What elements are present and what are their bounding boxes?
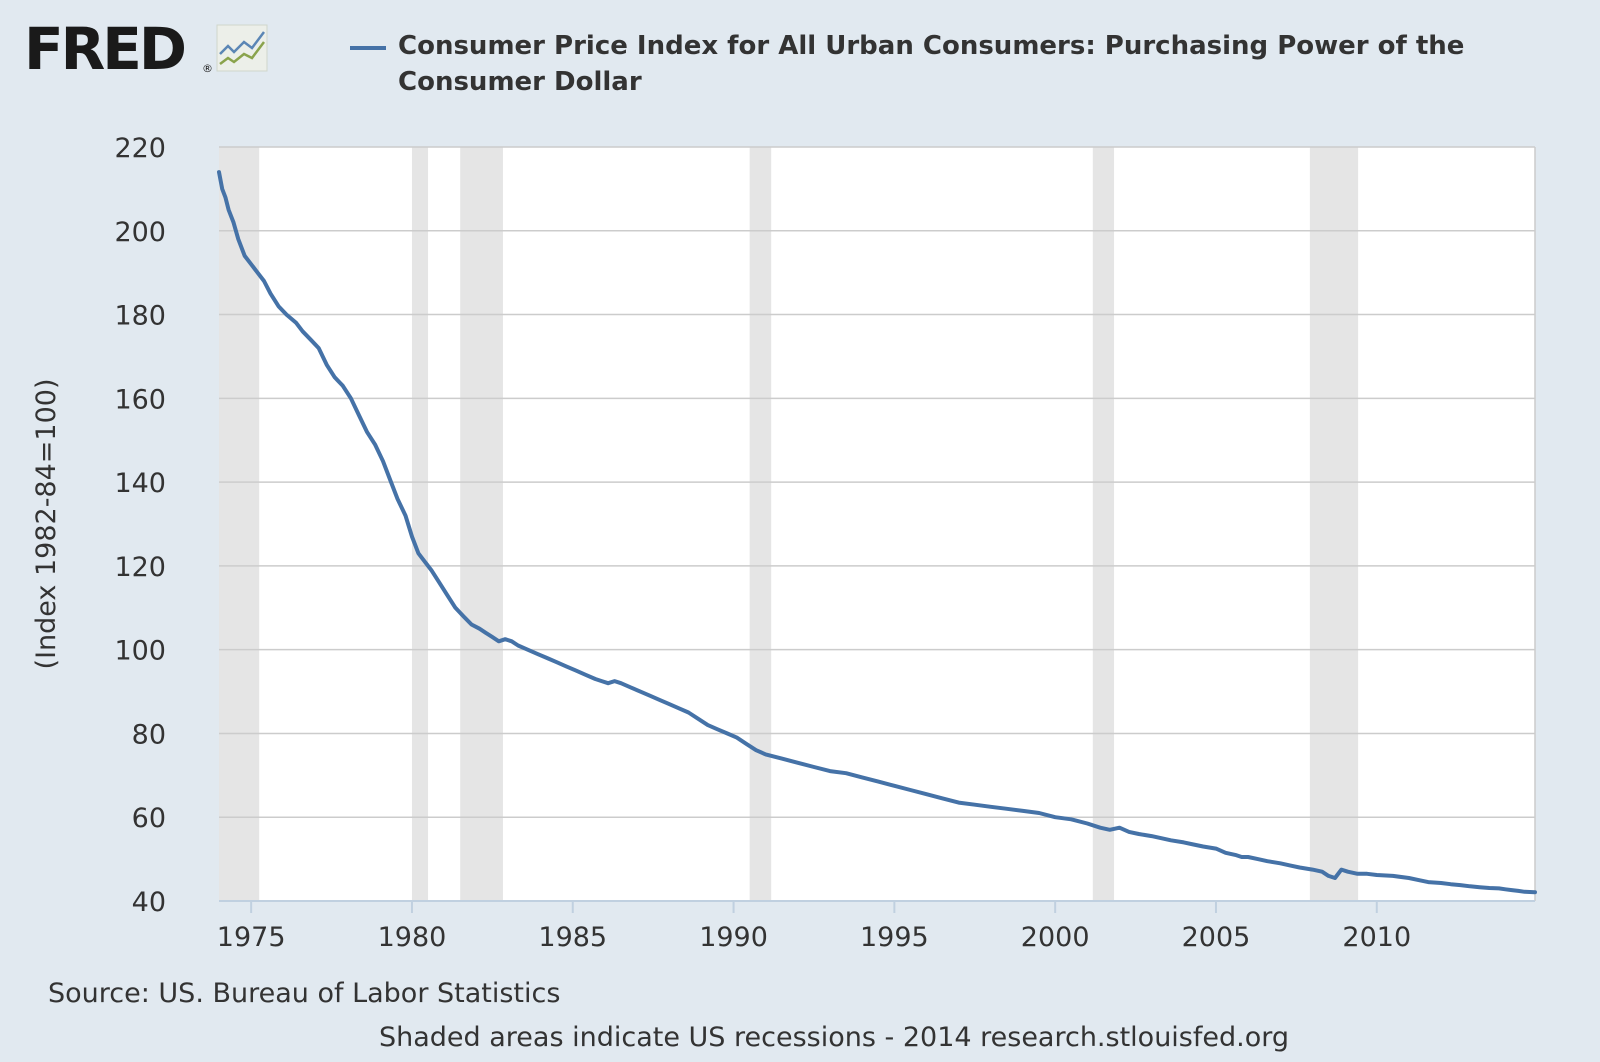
x-tick-label: 1995 [860, 922, 929, 953]
recession-band [411, 147, 429, 901]
y-tick-label: 220 [114, 133, 166, 164]
x-tick-label: 1980 [378, 922, 447, 953]
x-tick-label: 2005 [1182, 922, 1251, 953]
x-axis-ticks: 1975 1980 1985 1990 1995 2000 2005 2010 [217, 901, 1411, 953]
gridlines [219, 146, 1536, 902]
recession-band [1092, 147, 1115, 901]
y-tick-label: 160 [114, 384, 166, 415]
x-tick-label: 2010 [1342, 922, 1411, 953]
y-axis-ticks: 40 60 80 100 120 140 160 180 200 220 [114, 133, 166, 918]
series-line[interactable] [217, 170, 1537, 895]
fred-logo[interactable]: FRED ® [24, 18, 284, 80]
y-tick-label: 180 [114, 301, 166, 332]
footer-text[interactable]: Shaded areas indicate US recessions - 20… [378, 1022, 1289, 1053]
fred-graph-icon [216, 24, 268, 72]
y-tick-label: 40 [132, 887, 166, 918]
x-tick-label: 1985 [538, 922, 607, 953]
chart-header: FRED ® Consumer Price Index for All Urba… [0, 0, 1600, 130]
recession-band [1309, 147, 1359, 901]
recession-band [219, 147, 260, 901]
y-tick-label: 120 [114, 552, 166, 583]
y-tick-label: 200 [114, 217, 166, 248]
y-tick-label: 100 [114, 636, 166, 667]
footer-note: Shaded areas indicate US recessions - 20… [0, 1022, 1600, 1053]
source-note: Source: US. Bureau of Labor Statistics [48, 978, 561, 1009]
y-axis-label: (Index 1982-84=100) [31, 379, 62, 670]
y-tick-label: 140 [114, 468, 166, 499]
legend-swatch [350, 46, 386, 50]
y-tick-label: 80 [132, 719, 166, 750]
recession-band [460, 147, 503, 901]
registered-mark: ® [202, 62, 213, 75]
recession-bands [219, 147, 1359, 901]
x-tick-label: 1990 [699, 922, 768, 953]
y-tick-label: 60 [132, 803, 166, 834]
fred-logo-text: FRED [24, 15, 187, 83]
x-tick-label: 1975 [217, 922, 286, 953]
x-tick-label: 2000 [1021, 922, 1090, 953]
legend-label[interactable]: Consumer Price Index for All Urban Consu… [398, 31, 1465, 97]
recession-band [749, 147, 772, 901]
